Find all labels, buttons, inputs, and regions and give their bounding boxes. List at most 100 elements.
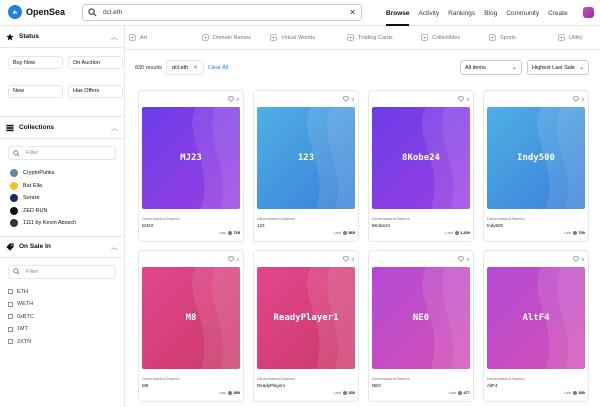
category-label: Sports bbox=[500, 34, 516, 41]
collections-icon bbox=[6, 124, 14, 131]
sort-dropdown-value: Highest Last Sale bbox=[532, 64, 576, 71]
collection-label: Bat Ella bbox=[23, 182, 42, 189]
domain-icon bbox=[202, 34, 209, 41]
checkbox[interactable] bbox=[8, 289, 13, 295]
asset-card[interactable]: 0 NE0 Decentraland Names NE0 Last 477 bbox=[368, 250, 474, 402]
sports-icon bbox=[489, 34, 496, 41]
asset-image[interactable]: NE0 bbox=[372, 267, 470, 369]
heart-icon[interactable] bbox=[228, 256, 235, 262]
chevron-up-icon[interactable]: ︿ bbox=[111, 243, 118, 251]
collections-section-header[interactable]: Collections ︿ bbox=[0, 117, 124, 139]
asset-card[interactable]: 0 8Kobe24 Decentraland Names 8Kobe24 Last 1,… bbox=[368, 90, 474, 242]
chevron-up-icon[interactable]: ︿ bbox=[111, 124, 118, 132]
currency-item[interactable]: ETH bbox=[0, 286, 124, 299]
category-trading-cards[interactable]: Trading Cards bbox=[347, 34, 393, 41]
category-sports[interactable]: Sports bbox=[489, 34, 516, 41]
collection-item[interactable]: CryptoPunks bbox=[0, 167, 124, 180]
asset-card[interactable]: 0 MJ23 Decentraland Names MJ23 Last 735 bbox=[138, 90, 244, 242]
heart-icon[interactable] bbox=[573, 96, 580, 102]
items-dropdown[interactable]: All items ⌄ bbox=[460, 60, 522, 75]
collections-title: Collections bbox=[19, 124, 55, 131]
search-bar[interactable]: dcl.eth ✕ bbox=[82, 4, 362, 21]
currency-label: ETH bbox=[17, 288, 28, 295]
asset-image[interactable]: 123 bbox=[257, 107, 355, 209]
currency-filter-input[interactable]: Filter bbox=[8, 264, 116, 279]
heart-icon[interactable] bbox=[343, 96, 350, 102]
collection-item[interactable]: Bat Ella bbox=[0, 180, 124, 193]
asset-image[interactable]: 8Kobe24 bbox=[372, 107, 470, 209]
logo[interactable]: OpenSea bbox=[8, 5, 65, 19]
collection-label: 1111 by Kevin Abosch bbox=[23, 220, 77, 227]
asset-card[interactable]: 0 ReadyPlayer1 Decentraland Names ReadyPlay… bbox=[253, 250, 359, 402]
asset-image[interactable]: ReadyPlayer1 bbox=[257, 267, 355, 369]
search-icon bbox=[13, 149, 20, 157]
collection-item[interactable]: Sorare bbox=[0, 192, 124, 205]
asset-image[interactable]: Indy500 bbox=[487, 107, 585, 209]
on-auction-button[interactable]: On Auction bbox=[68, 56, 123, 69]
checkbox[interactable] bbox=[8, 339, 13, 345]
collection-label: ZED RUN bbox=[23, 207, 48, 214]
nav-activity[interactable]: Activity bbox=[418, 9, 440, 17]
wave-decoration bbox=[307, 107, 355, 209]
collections-filter-input[interactable]: Filter bbox=[8, 146, 116, 160]
asset-image[interactable]: M8 bbox=[142, 267, 240, 369]
asset-image[interactable]: MJ23 bbox=[142, 107, 240, 209]
asset-name-overlay: 8Kobe24 bbox=[402, 153, 440, 163]
clear-all-link[interactable]: Clear All bbox=[207, 64, 229, 71]
like-count: 0 bbox=[466, 256, 469, 262]
heart-icon[interactable] bbox=[343, 256, 350, 262]
collection-name: Decentraland Names bbox=[487, 216, 525, 221]
like-count: 0 bbox=[581, 96, 584, 102]
on-sale-section-header[interactable]: On Sale In ︿ bbox=[0, 235, 124, 258]
new-button[interactable]: New bbox=[8, 84, 63, 98]
asset-card[interactable]: 3 M8 Decentraland Names M8 Last 380 bbox=[138, 250, 244, 402]
collection-avatar bbox=[10, 181, 18, 190]
category-collectibles[interactable]: Collectibles bbox=[421, 34, 460, 41]
currency-item[interactable]: WETH bbox=[0, 298, 124, 311]
asset-card[interactable]: 0 123 Decentraland Names 123 Last 565 bbox=[253, 90, 359, 242]
heart-icon[interactable] bbox=[228, 96, 235, 102]
category-domain-names[interactable]: Domain Names bbox=[202, 34, 251, 41]
has-offers-button[interactable]: Has Offers bbox=[68, 84, 123, 98]
collection-item[interactable]: 1111 by Kevin Abosch bbox=[0, 217, 124, 230]
collections-list: CryptoPunks Bat Ella Sorare ZED RUN 1111 by … bbox=[0, 167, 124, 230]
card-top: 0 bbox=[254, 251, 358, 267]
card-meta: Decentraland Names Indy500 Last 750 bbox=[484, 209, 588, 235]
checkbox[interactable] bbox=[8, 326, 13, 332]
currency-item[interactable]: 2XTN bbox=[0, 336, 124, 349]
nav-create[interactable]: Create bbox=[548, 9, 568, 17]
category-virtual-worlds[interactable]: Virtual Worlds bbox=[270, 34, 315, 41]
currency-label: 2XTN bbox=[17, 338, 32, 345]
nav-blog[interactable]: Blog bbox=[484, 9, 498, 17]
currency-item[interactable]: 0xBTC bbox=[0, 311, 124, 324]
heart-icon[interactable] bbox=[458, 96, 465, 102]
chevron-down-icon: ⌄ bbox=[578, 65, 584, 71]
remove-chip-icon[interactable]: ✕ bbox=[193, 64, 198, 71]
heart-icon[interactable] bbox=[573, 256, 580, 262]
category-art[interactable]: Art bbox=[129, 34, 147, 41]
search-input[interactable]: dcl.eth bbox=[103, 9, 123, 16]
buy-now-button[interactable]: Buy Now bbox=[8, 56, 63, 69]
card-top: 0 bbox=[369, 251, 473, 267]
collection-item[interactable]: ZED RUN bbox=[0, 205, 124, 218]
asset-image[interactable]: AltF4 bbox=[487, 267, 585, 369]
filter-chip[interactable]: dcl.eth ✕ bbox=[165, 60, 204, 75]
last-price-value: 1,200 bbox=[459, 230, 470, 235]
sort-dropdown[interactable]: Highest Last Sale ⌄ bbox=[527, 60, 589, 75]
nav-browse[interactable]: Browse bbox=[386, 0, 410, 26]
main-nav: Browse Activity Rankings Blog Community … bbox=[386, 0, 577, 26]
category-utility[interactable]: Utility bbox=[558, 34, 582, 41]
avatar[interactable] bbox=[583, 7, 594, 18]
collection-name: Decentraland Names bbox=[257, 216, 295, 221]
heart-icon[interactable] bbox=[458, 256, 465, 262]
currency-item[interactable]: 1MT bbox=[0, 323, 124, 336]
status-section-header[interactable]: Status ︿ bbox=[0, 26, 124, 48]
checkbox[interactable] bbox=[8, 301, 13, 307]
checkbox[interactable] bbox=[8, 314, 13, 320]
clear-search-icon[interactable]: ✕ bbox=[349, 8, 356, 17]
nav-rankings[interactable]: Rankings bbox=[448, 9, 476, 17]
asset-card[interactable]: 0 Indy500 Decentraland Names Indy500 Last 75… bbox=[483, 90, 589, 242]
nav-community[interactable]: Community bbox=[506, 9, 540, 17]
chevron-up-icon[interactable]: ︿ bbox=[111, 33, 118, 41]
asset-card[interactable]: 0 AltF4 Decentraland Names AltF4 Last 380 bbox=[483, 250, 589, 402]
